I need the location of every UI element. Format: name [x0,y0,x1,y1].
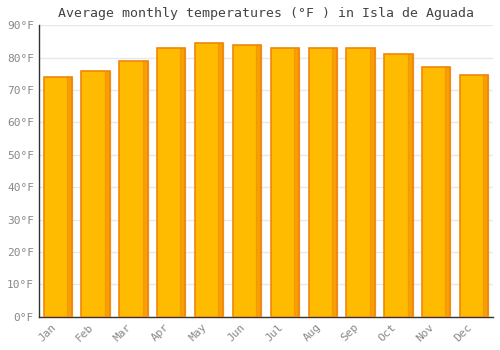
Bar [294,48,299,317]
Bar [422,68,450,317]
Bar [270,48,299,317]
Bar [104,71,110,317]
Bar [157,48,186,317]
Bar [82,71,110,317]
Bar [218,43,224,317]
Bar [446,68,450,317]
Bar [233,45,261,317]
Bar [308,48,337,317]
Bar [460,76,488,317]
Bar [483,76,488,317]
Bar [142,61,148,317]
Bar [256,45,261,317]
Bar [370,48,375,317]
Bar [67,77,72,317]
Bar [180,48,186,317]
Bar [332,48,337,317]
Bar [195,43,224,317]
Title: Average monthly temperatures (°F ) in Isla de Aguada: Average monthly temperatures (°F ) in Is… [58,7,474,20]
Bar [408,55,412,317]
Bar [346,48,375,317]
Bar [384,55,412,317]
Bar [44,77,72,317]
Bar [119,61,148,317]
